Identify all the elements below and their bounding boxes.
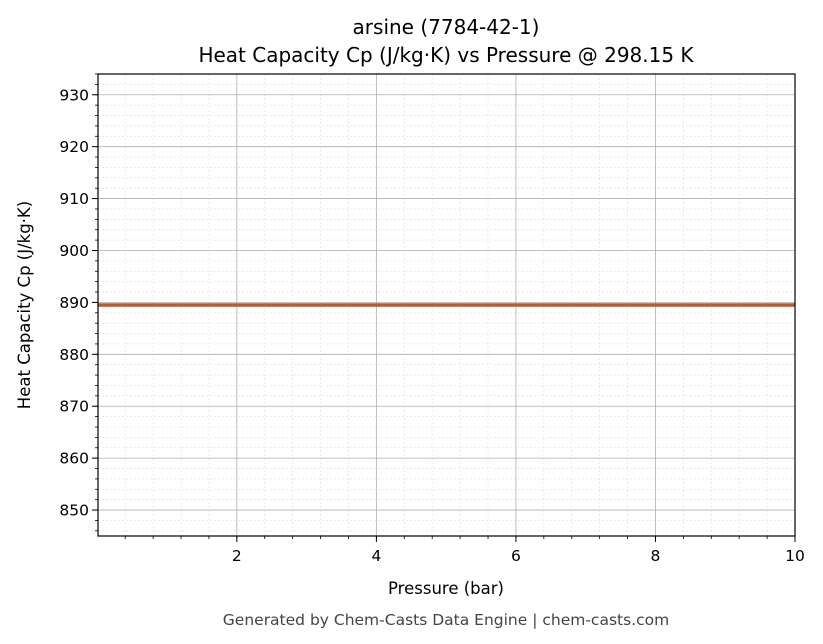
plot-frame: [97, 73, 796, 537]
y-tick-label: 850: [59, 502, 89, 520]
x-axis-label: Pressure (bar): [388, 579, 504, 598]
chart-title: arsine (7784-42-1): [353, 15, 540, 39]
y-tick-label: 920: [59, 138, 89, 156]
y-tick-label: 930: [59, 86, 89, 104]
x-tick-label: 2: [232, 547, 242, 565]
axis-ticks: 2 4 6 8 10 850 860 870 880 890 900 910 920 930: [59, 73, 805, 565]
x-tick-label: 8: [651, 547, 661, 565]
x-tick-label: 4: [371, 547, 381, 565]
y-tick-label: 860: [59, 450, 89, 468]
chart-subtitle: Heat Capacity Cp (J/kg·K) vs Pressure @ …: [198, 43, 694, 67]
y-tick-label: 890: [59, 294, 89, 312]
footer-credit: Generated by Chem-Casts Data Engine | ch…: [223, 611, 669, 629]
x-tick-label: 10: [785, 547, 805, 565]
x-tick-label: 6: [511, 547, 521, 565]
y-tick-label: 880: [59, 346, 89, 364]
y-axis-label: Heat Capacity Cp (J/kg·K): [15, 201, 34, 409]
y-tick-label: 900: [59, 242, 89, 260]
y-tick-label: 870: [59, 398, 89, 416]
y-tick-label: 910: [59, 190, 89, 208]
